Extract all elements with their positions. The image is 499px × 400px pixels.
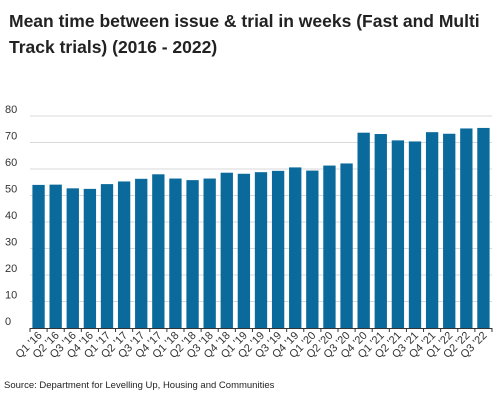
bar [135, 178, 148, 328]
bar [425, 132, 439, 328]
y-tick-label: 0 [5, 316, 11, 328]
y-tick-label: 70 [5, 131, 17, 143]
bar [66, 188, 79, 328]
bar [169, 178, 182, 328]
bar [49, 184, 62, 328]
bar [477, 127, 490, 329]
bar [374, 134, 387, 328]
bar [220, 172, 233, 328]
bar [83, 188, 97, 329]
y-tick-label: 50 [5, 184, 17, 196]
y-tick-label: 30 [5, 237, 17, 249]
y-axis-tick-labels: 0 10 20 30 40 50 60 70 80 [5, 104, 17, 328]
x-axis [29, 328, 493, 332]
bar [443, 133, 456, 328]
bar [117, 181, 131, 328]
bar [408, 141, 422, 328]
y-tick-label: 20 [5, 263, 17, 275]
source-note: Source: Department for Levelling Up, Hou… [4, 380, 275, 391]
chart-title: Mean time between issue & trial in weeks… [9, 11, 480, 57]
bar [186, 180, 199, 328]
y-tick-label: 80 [5, 104, 17, 116]
bar [357, 132, 370, 328]
y-tick-label: 40 [5, 210, 17, 222]
bar [152, 174, 165, 328]
bar [254, 172, 268, 328]
bar [391, 140, 405, 328]
bar [271, 170, 285, 328]
y-tick-label: 60 [5, 157, 17, 169]
bar [100, 184, 114, 328]
bar [340, 163, 353, 328]
bar [237, 173, 251, 328]
bar [203, 178, 216, 328]
bar [289, 167, 302, 328]
bar [460, 128, 473, 328]
bars [32, 127, 490, 329]
bar [32, 184, 45, 328]
bar [306, 170, 319, 328]
bar [323, 165, 336, 328]
y-tick-label: 10 [5, 290, 17, 302]
